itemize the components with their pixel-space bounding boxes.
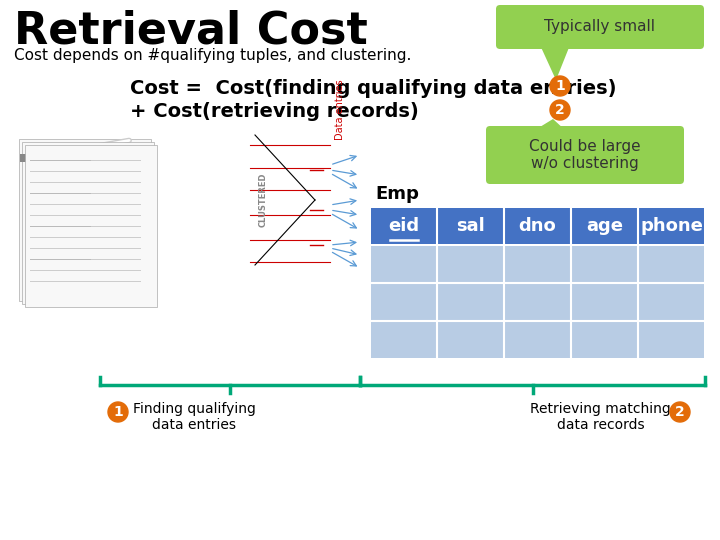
Circle shape (670, 402, 690, 422)
Text: CLUSTERED: CLUSTERED (258, 173, 268, 227)
Text: + Cost(retrieving records): + Cost(retrieving records) (130, 102, 419, 121)
Text: Emp: Emp (375, 185, 419, 203)
Text: Retrieving matching
data records: Retrieving matching data records (530, 402, 671, 432)
FancyBboxPatch shape (371, 246, 436, 282)
Text: Cost =  Cost(finding qualifying data entries): Cost = Cost(finding qualifying data entr… (130, 79, 616, 98)
FancyBboxPatch shape (572, 208, 637, 244)
Text: Data entries: Data entries (335, 79, 345, 140)
FancyBboxPatch shape (505, 208, 570, 244)
Text: Cost depends on #qualifying tuples, and clustering.: Cost depends on #qualifying tuples, and … (14, 48, 411, 63)
FancyBboxPatch shape (572, 246, 637, 282)
Text: 1: 1 (555, 79, 565, 93)
FancyBboxPatch shape (22, 142, 154, 304)
FancyBboxPatch shape (639, 284, 704, 320)
Text: dno: dno (518, 217, 557, 235)
Text: 2: 2 (555, 103, 565, 117)
FancyBboxPatch shape (639, 246, 704, 282)
Polygon shape (540, 45, 570, 80)
FancyBboxPatch shape (572, 322, 637, 358)
FancyBboxPatch shape (438, 284, 503, 320)
FancyBboxPatch shape (438, 246, 503, 282)
Text: age: age (586, 217, 623, 235)
Text: 1: 1 (113, 405, 123, 419)
Text: phone: phone (640, 217, 703, 235)
FancyBboxPatch shape (371, 284, 436, 320)
Text: Retrieval Cost: Retrieval Cost (14, 10, 368, 53)
Text: Typically small: Typically small (544, 19, 655, 35)
FancyBboxPatch shape (486, 126, 684, 184)
FancyBboxPatch shape (505, 322, 570, 358)
FancyBboxPatch shape (496, 5, 704, 49)
Text: sal: sal (456, 217, 485, 235)
Text: 2: 2 (675, 405, 685, 419)
FancyBboxPatch shape (19, 139, 151, 301)
FancyBboxPatch shape (572, 284, 637, 320)
FancyBboxPatch shape (505, 284, 570, 320)
Text: Finding qualifying
data entries: Finding qualifying data entries (133, 402, 256, 432)
Text: eid: eid (388, 217, 419, 235)
Polygon shape (535, 119, 565, 130)
FancyBboxPatch shape (505, 246, 570, 282)
FancyBboxPatch shape (639, 208, 704, 244)
Circle shape (550, 100, 570, 120)
Text: Could be large
w/o clustering: Could be large w/o clustering (529, 139, 641, 171)
Circle shape (108, 402, 128, 422)
FancyBboxPatch shape (371, 322, 436, 358)
FancyBboxPatch shape (438, 322, 503, 358)
FancyBboxPatch shape (438, 208, 503, 244)
Circle shape (550, 76, 570, 96)
FancyBboxPatch shape (20, 154, 80, 162)
FancyBboxPatch shape (25, 145, 157, 307)
FancyBboxPatch shape (371, 208, 436, 244)
FancyBboxPatch shape (639, 322, 704, 358)
